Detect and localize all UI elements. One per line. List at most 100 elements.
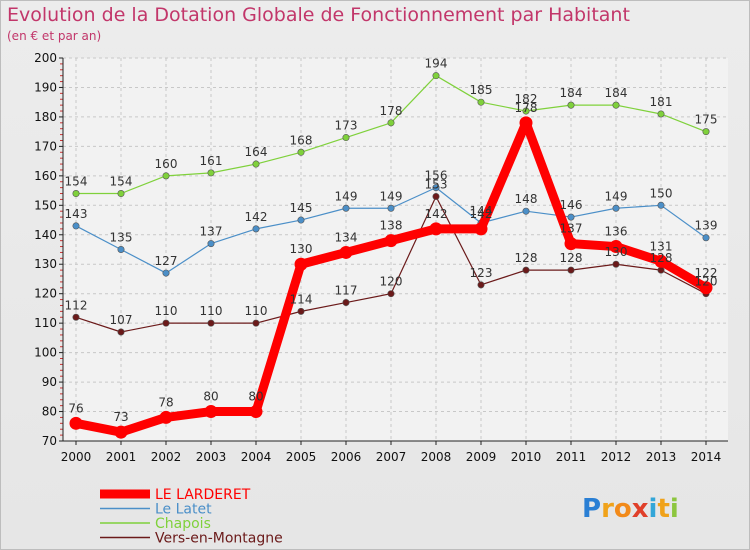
x-tick-label: 2003 <box>196 450 227 464</box>
data-point-chapois <box>387 119 395 127</box>
data-label-le-latet: 145 <box>290 201 313 215</box>
data-point-le-latet <box>252 225 260 233</box>
data-label-chapois: 154 <box>110 175 133 189</box>
y-tick-label: 200 <box>34 51 57 65</box>
data-label-le-larderet: 122 <box>695 266 718 280</box>
data-point-vers-en-montagne <box>612 260 620 268</box>
y-tick-label: 150 <box>34 198 57 212</box>
data-label-vers-en-montagne: 128 <box>650 251 673 265</box>
data-point-le-latet <box>162 269 170 277</box>
data-point-le-larderet <box>204 405 218 419</box>
data-point-le-larderet <box>654 254 668 268</box>
y-tick-label: 160 <box>34 169 57 183</box>
data-label-le-larderet: 178 <box>515 101 538 115</box>
data-point-le-latet <box>657 201 665 209</box>
x-tick-label: 2014 <box>691 450 722 464</box>
data-label-chapois: 168 <box>290 133 313 147</box>
data-label-chapois: 154 <box>65 175 88 189</box>
data-label-le-latet: 149 <box>605 189 628 203</box>
data-label-le-latet: 139 <box>695 219 718 233</box>
x-tick-label: 2004 <box>241 450 272 464</box>
data-label-vers-en-montagne: 110 <box>200 304 223 318</box>
data-label-le-latet: 144 <box>470 204 493 218</box>
data-label-vers-en-montagne: 120 <box>380 275 403 289</box>
data-label-chapois: 173 <box>335 119 358 133</box>
data-label-le-larderet: 142 <box>470 207 493 221</box>
data-label-le-larderet: 76 <box>68 401 83 415</box>
data-label-le-latet: 143 <box>65 207 88 221</box>
data-label-le-latet: 149 <box>380 189 403 203</box>
data-label-chapois: 184 <box>605 86 628 100</box>
data-label-le-latet: 148 <box>515 192 538 206</box>
y-tick-label: 130 <box>34 257 57 271</box>
data-point-chapois <box>252 160 260 168</box>
data-point-chapois <box>477 98 485 106</box>
data-point-chapois <box>522 107 530 115</box>
data-label-le-latet: 135 <box>110 231 133 245</box>
data-point-le-larderet <box>699 281 713 295</box>
data-label-le-larderet: 136 <box>605 225 628 239</box>
data-label-le-latet: 137 <box>200 225 223 239</box>
data-point-le-larderet <box>249 405 263 419</box>
data-label-chapois: 185 <box>470 83 493 97</box>
y-tick-label: 140 <box>34 228 57 242</box>
data-point-le-larderet <box>609 240 623 254</box>
y-tick-label: 80 <box>42 405 57 419</box>
data-point-vers-en-montagne <box>117 328 125 336</box>
data-point-le-latet <box>342 204 350 212</box>
y-tick-label: 110 <box>34 316 57 330</box>
data-point-vers-en-montagne <box>567 266 575 274</box>
data-point-chapois <box>72 190 80 198</box>
x-tick-label: 2001 <box>106 450 137 464</box>
data-point-le-larderet <box>519 116 533 130</box>
data-label-le-larderet: 142 <box>425 207 448 221</box>
data-point-le-larderet <box>429 222 443 236</box>
data-label-vers-en-montagne: 107 <box>110 313 133 327</box>
proxiti-logo: Proxiti <box>582 494 679 524</box>
data-point-vers-en-montagne <box>297 307 305 315</box>
x-tick-label: 2011 <box>556 450 587 464</box>
data-point-le-larderet <box>114 425 128 439</box>
data-label-le-latet: 156 <box>425 169 448 183</box>
data-point-chapois <box>297 148 305 156</box>
data-point-chapois <box>657 110 665 118</box>
data-label-chapois: 182 <box>515 92 538 106</box>
data-point-le-latet <box>702 234 710 242</box>
data-point-le-larderet <box>564 237 578 251</box>
data-point-le-latet <box>72 222 80 230</box>
y-tick-label: 180 <box>34 110 57 124</box>
data-point-chapois <box>432 72 440 80</box>
data-label-chapois: 164 <box>245 145 268 159</box>
y-tick-label: 120 <box>34 287 57 301</box>
data-point-chapois <box>117 190 125 198</box>
y-tick-label: 100 <box>34 346 57 360</box>
data-label-le-latet: 127 <box>155 254 178 268</box>
data-label-chapois: 184 <box>560 86 583 100</box>
y-tick-label: 70 <box>42 434 57 448</box>
data-label-le-larderet: 131 <box>650 239 673 253</box>
data-point-vers-en-montagne <box>522 266 530 274</box>
data-label-vers-en-montagne: 128 <box>515 251 538 265</box>
data-label-le-larderet: 78 <box>158 395 173 409</box>
y-tick-label: 170 <box>34 139 57 153</box>
data-point-vers-en-montagne <box>477 281 485 289</box>
data-point-le-latet <box>612 204 620 212</box>
data-point-le-latet <box>567 213 575 221</box>
data-label-le-larderet: 80 <box>203 390 218 404</box>
x-tick-label: 2006 <box>331 450 362 464</box>
data-label-vers-en-montagne: 120 <box>695 275 718 289</box>
data-label-chapois: 161 <box>200 154 223 168</box>
x-tick-label: 2007 <box>376 450 407 464</box>
data-point-chapois <box>162 172 170 180</box>
data-label-vers-en-montagne: 128 <box>560 251 583 265</box>
y-tick-label: 190 <box>34 80 57 94</box>
data-point-le-latet <box>297 216 305 224</box>
data-point-chapois <box>612 101 620 109</box>
data-label-le-latet: 150 <box>650 186 673 200</box>
data-label-vers-en-montagne: 112 <box>65 298 88 312</box>
data-point-vers-en-montagne <box>72 313 80 321</box>
data-point-le-latet <box>522 207 530 215</box>
data-label-chapois: 194 <box>425 57 448 71</box>
data-point-le-larderet <box>384 234 398 248</box>
